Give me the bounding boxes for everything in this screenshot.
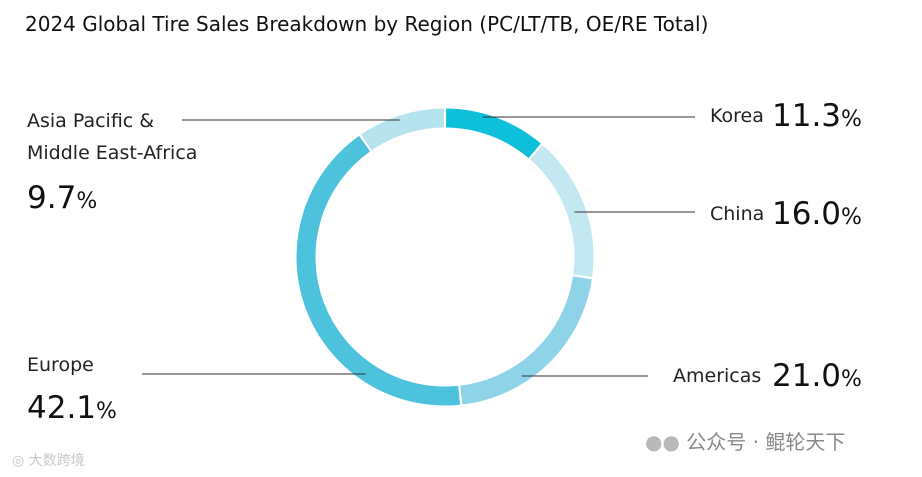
label-korea: Korea [710,105,764,127]
value-asia-pacific-number: 9.7 [27,180,77,216]
value-china-percent: % [841,205,862,230]
value-americas-percent: % [841,367,862,392]
value-europe-number: 42.1 [27,390,97,426]
donut-slice-china [529,145,594,277]
label-europe: Europe [27,354,94,376]
value-korea-percent: % [841,107,862,132]
watermark-right: ●● 公众号 · 鲲轮天下 [645,426,845,455]
chart-title: 2024 Global Tire Sales Breakdown by Regi… [25,12,709,36]
label-china: China [710,203,765,225]
label-asia-pacific-line1: Asia Pacific & [27,110,155,132]
value-europe-percent: % [96,399,117,424]
label-asia-pacific-line2: Middle East-Africa [27,142,198,164]
wechat-icon: ●● [645,430,680,454]
label-americas: Americas [673,365,762,387]
donut-slice-korea [445,108,541,159]
watermark-left-text: 大数跨境 [28,453,85,469]
value-china-number: 16.0 [772,196,842,232]
donut-slice-americas [460,276,592,405]
value-europe: 42.1% [27,390,117,426]
watermark-right-text: 公众号 · 鲲轮天下 [686,430,846,454]
value-asia-pacific-percent: % [76,189,98,214]
value-china: 16.0% [772,196,862,232]
watermark-left: ◎ 大数跨境 [12,450,85,470]
watermark-logo-icon: ◎ [12,453,25,469]
donut-slice-europe [296,135,461,406]
value-americas-number: 21.0 [772,358,842,394]
value-americas: 21.0% [772,358,862,394]
value-asia-pacific: 9.7% [27,180,97,216]
donut-slice-asia-pacific-middle-east-africa [361,108,445,151]
value-korea: 11.3% [772,98,862,134]
value-korea-number: 11.3 [772,98,842,134]
